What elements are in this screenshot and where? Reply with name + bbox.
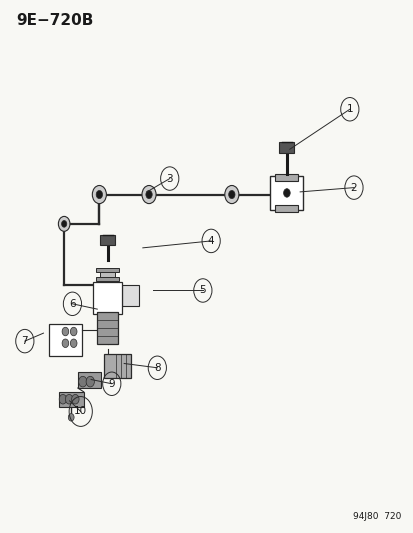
Circle shape [86, 376, 94, 387]
FancyBboxPatch shape [104, 354, 131, 378]
Circle shape [65, 394, 73, 404]
Circle shape [71, 394, 79, 404]
FancyBboxPatch shape [100, 272, 115, 277]
Text: 10: 10 [74, 407, 87, 416]
FancyBboxPatch shape [78, 372, 100, 388]
Circle shape [92, 185, 106, 204]
Text: 5: 5 [199, 286, 206, 295]
FancyBboxPatch shape [97, 312, 118, 344]
Text: 6: 6 [69, 299, 76, 309]
Circle shape [228, 190, 235, 199]
Text: 4: 4 [207, 236, 214, 246]
FancyBboxPatch shape [59, 392, 83, 407]
FancyBboxPatch shape [100, 235, 115, 245]
Circle shape [70, 339, 77, 348]
FancyBboxPatch shape [279, 142, 294, 153]
FancyBboxPatch shape [275, 174, 298, 181]
FancyBboxPatch shape [275, 205, 298, 212]
Circle shape [58, 216, 70, 231]
Circle shape [59, 394, 66, 404]
Circle shape [283, 189, 290, 197]
FancyBboxPatch shape [49, 324, 82, 356]
Circle shape [142, 185, 156, 204]
Circle shape [70, 327, 77, 336]
FancyBboxPatch shape [122, 285, 138, 306]
Circle shape [145, 190, 152, 199]
Circle shape [68, 414, 74, 421]
Circle shape [96, 190, 102, 199]
Text: 8: 8 [154, 363, 160, 373]
Circle shape [224, 185, 238, 204]
FancyBboxPatch shape [96, 277, 119, 281]
FancyBboxPatch shape [270, 176, 303, 210]
Text: 3: 3 [166, 174, 173, 183]
Circle shape [62, 339, 69, 348]
Circle shape [62, 221, 66, 227]
Circle shape [62, 327, 69, 336]
Text: 2: 2 [350, 183, 356, 192]
Text: 9E−720B: 9E−720B [17, 13, 94, 28]
Text: 94J80  720: 94J80 720 [352, 512, 401, 521]
Text: 7: 7 [21, 336, 28, 346]
FancyBboxPatch shape [93, 282, 122, 314]
FancyBboxPatch shape [96, 268, 119, 272]
Text: 9: 9 [108, 379, 115, 389]
Circle shape [78, 376, 87, 387]
Text: 1: 1 [346, 104, 352, 114]
